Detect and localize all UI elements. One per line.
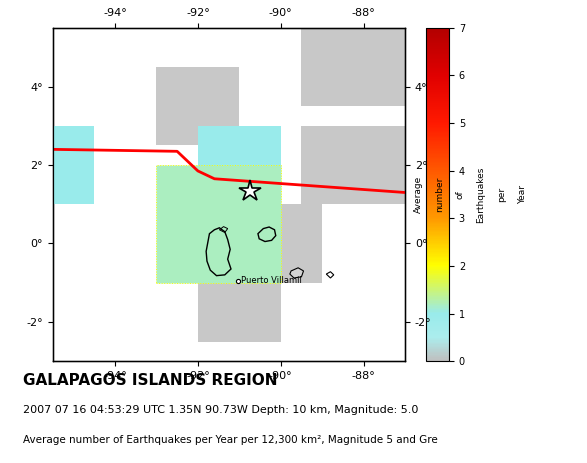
Polygon shape xyxy=(290,268,303,278)
Bar xyxy=(302,126,405,204)
Text: 2007 07 16 04:53:29 UTC 1.35N 90.73W Depth: 10 km, Magnitude: 5.0: 2007 07 16 04:53:29 UTC 1.35N 90.73W Dep… xyxy=(23,405,419,415)
Text: Puerto Villamil: Puerto Villamil xyxy=(241,276,302,285)
Bar xyxy=(156,67,239,145)
Y-axis label: Average

number

of

Earthquakes

per

Year: Average number of Earthquakes per Year xyxy=(414,166,527,223)
Text: GALAPAGOS ISLANDS REGION: GALAPAGOS ISLANDS REGION xyxy=(23,373,278,388)
Bar xyxy=(53,126,95,204)
Bar xyxy=(198,283,281,342)
Bar xyxy=(198,126,281,204)
Bar xyxy=(53,126,95,204)
Text: Average number of Earthquakes per Year per 12,300 km², Magnitude 5 and Gre: Average number of Earthquakes per Year p… xyxy=(23,435,438,445)
Bar xyxy=(302,28,405,106)
Bar xyxy=(239,204,322,283)
Bar xyxy=(156,165,281,283)
